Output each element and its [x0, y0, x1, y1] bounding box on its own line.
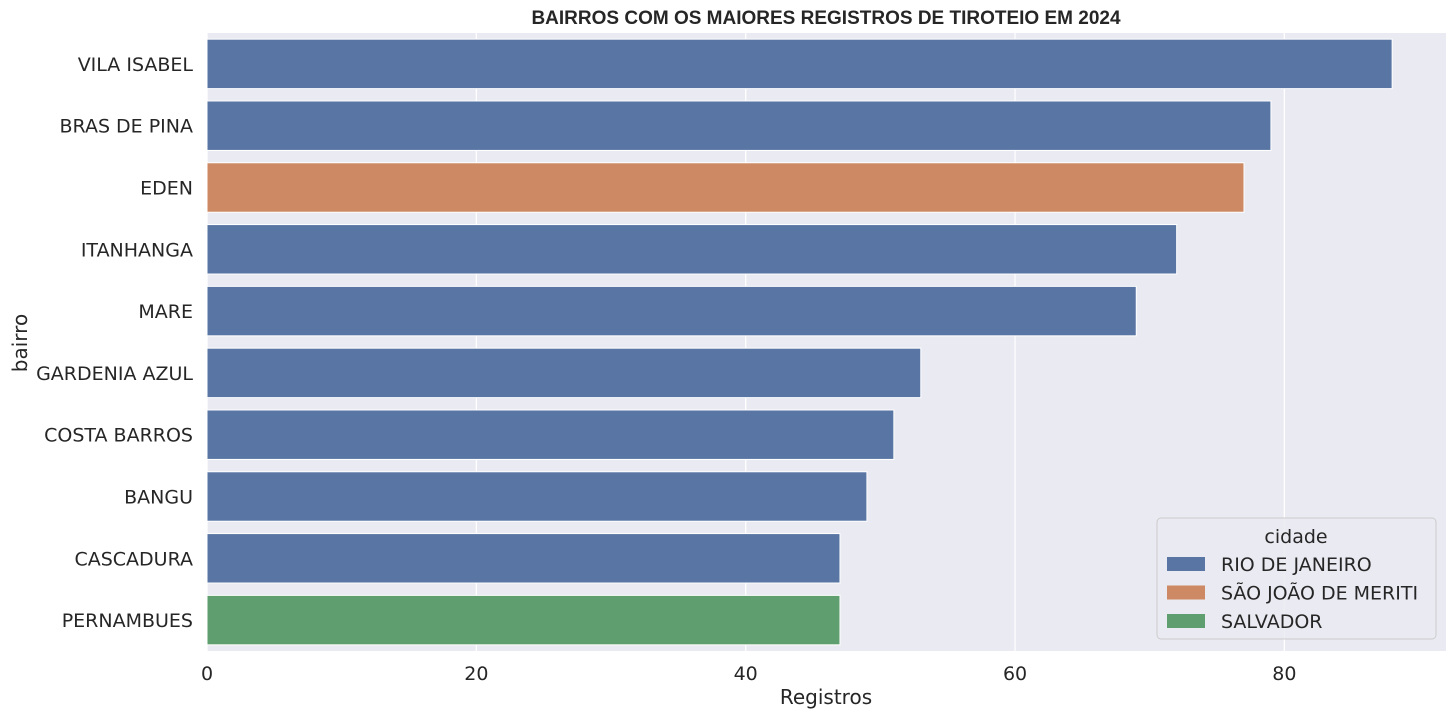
- chart-title: BAIRROS COM OS MAIORES REGISTROS DE TIRO…: [531, 8, 1121, 29]
- y-tick-label: BRAS DE PINA: [59, 116, 193, 138]
- x-tick-label: 20: [464, 663, 488, 685]
- bar: [207, 286, 1136, 335]
- x-tick-labels: 0 20 40 60 80: [201, 663, 1297, 685]
- legend-swatch: [1167, 557, 1205, 571]
- y-tick-label: MARE: [138, 301, 193, 323]
- legend-title: cidade: [1264, 526, 1327, 548]
- legend-label: SALVADOR: [1221, 611, 1322, 633]
- y-tick-label: VILA ISABEL: [78, 54, 194, 76]
- y-tick-label: EDEN: [140, 178, 193, 200]
- x-tick-label: 40: [734, 663, 758, 685]
- x-tick-label: 60: [1003, 663, 1027, 685]
- legend: cidade RIO DE JANEIRO SÃO JOÃO DE MERITI S…: [1157, 518, 1436, 639]
- legend-label: RIO DE JANEIRO: [1221, 554, 1372, 576]
- y-tick-label: ITANHANGA: [81, 239, 193, 261]
- y-tick-labels: VILA ISABEL BRAS DE PINA EDEN ITANHANGA MARE…: [36, 54, 193, 632]
- bar: [207, 225, 1177, 274]
- bar: [207, 348, 921, 397]
- x-tick-label: 80: [1272, 663, 1296, 685]
- bar: [207, 595, 840, 644]
- legend-swatch: [1167, 586, 1205, 600]
- bar: [207, 410, 894, 459]
- bar: [207, 39, 1392, 88]
- y-axis-label: bairro: [8, 314, 32, 372]
- legend-swatch: [1167, 614, 1205, 628]
- bar: [207, 101, 1271, 150]
- y-tick-label: CASCADURA: [74, 548, 193, 570]
- legend-label: SÃO JOÃO DE MERITI: [1221, 582, 1418, 605]
- y-tick-label: PERNAMBUES: [62, 610, 193, 632]
- y-tick-label: GARDENIA AZUL: [36, 363, 193, 385]
- bar: [207, 472, 867, 521]
- bar: [207, 163, 1244, 212]
- x-tick-label: 0: [201, 663, 213, 685]
- x-axis-label: Registros: [780, 685, 872, 709]
- y-tick-label: BANGU: [124, 487, 193, 509]
- y-tick-label: COSTA BARROS: [44, 425, 193, 447]
- bar: [207, 534, 840, 583]
